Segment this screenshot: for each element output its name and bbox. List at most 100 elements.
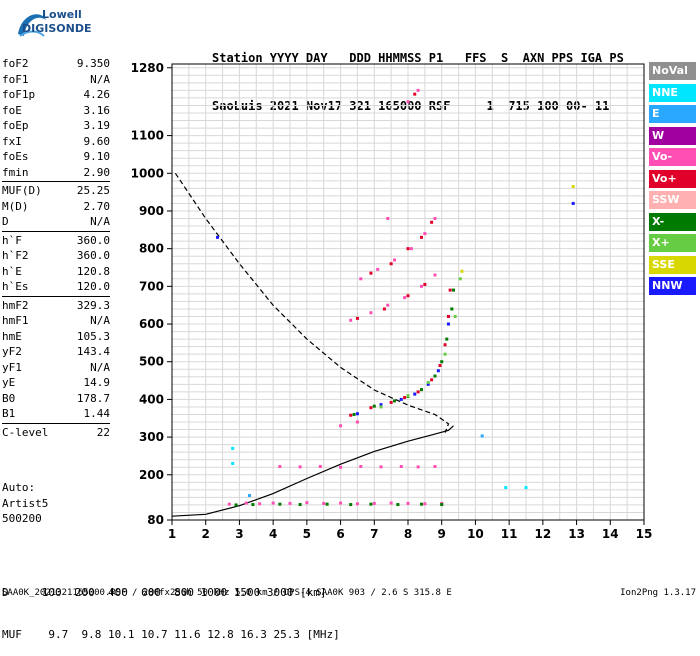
param-value: 3.19 (83, 119, 111, 132)
echo-point (379, 403, 383, 407)
param-label: D (2, 215, 9, 228)
echo-point (376, 267, 380, 271)
echo-point (416, 390, 420, 394)
param-label: foEs (2, 150, 29, 163)
echo-point (369, 271, 373, 275)
echo-point (305, 501, 309, 505)
echo-point (480, 434, 484, 438)
y-tick-label: 500 (139, 355, 164, 369)
muf-distance-row: D 100 200 400 600 800 1000 1500 3000 [km… (2, 586, 327, 599)
echo-point (231, 446, 235, 450)
param-label: h`E (2, 264, 22, 278)
autoscaling-info: Auto: Artist5 500200 (2, 480, 48, 527)
param-value: N/A (90, 72, 110, 86)
echo-point (372, 404, 376, 408)
param-row: hmF1 N/A (2, 313, 110, 329)
echo-point (244, 501, 248, 505)
echo-point (460, 269, 464, 273)
auto-line1: Auto: (2, 481, 36, 494)
param-value: 120.0 (76, 280, 110, 293)
echo-point (423, 232, 427, 236)
echo-point (399, 464, 403, 468)
echo-point (419, 284, 423, 288)
echo-point (359, 277, 363, 281)
param-row: B1 1.44 (2, 406, 110, 422)
logo-line2: DIGISONDE (22, 22, 92, 35)
legend-item: E (649, 105, 696, 123)
logo-swirl-icon (18, 14, 46, 37)
echo-point (359, 464, 363, 468)
x-tick-label: 3 (235, 527, 243, 541)
param-row: foE 3.16 (2, 103, 110, 119)
echo-point (325, 502, 329, 506)
param-label: hmF1 (2, 314, 29, 327)
param-label: B1 (2, 407, 16, 420)
solid-profile-curve (171, 425, 454, 517)
x-tick-label: 1 (168, 527, 176, 541)
legend-item: X+ (649, 234, 696, 252)
x-tick-label: 4 (269, 527, 277, 541)
param-value: 9.60 (83, 134, 111, 148)
param-value: 2.90 (83, 165, 111, 179)
station-header: Station YYYY DAY DDD HHMMSS P1 FFS S AXN… (212, 18, 624, 130)
echo-point (248, 494, 252, 498)
legend-item: SSW (649, 191, 696, 209)
echo-point (433, 217, 437, 221)
echo-point (352, 412, 356, 416)
echo-point (355, 502, 359, 506)
echo-point (389, 501, 393, 505)
param-row: foEp 3.19 (2, 118, 110, 134)
echo-point (386, 303, 390, 307)
echo-point (349, 318, 353, 322)
echo-point (419, 502, 423, 506)
param-label: fxI (2, 134, 22, 148)
x-tick-label: 8 (404, 527, 412, 541)
echo-point (571, 184, 575, 188)
echo-point (438, 363, 442, 367)
echo-point (440, 360, 444, 364)
legend-item: NNW (649, 277, 696, 295)
echo-point (278, 502, 282, 506)
echo-point (430, 378, 434, 382)
param-row: MUF(D) 25.25 (2, 183, 110, 199)
param-label: h`Es (2, 280, 29, 293)
legend-item: X- (649, 212, 696, 231)
param-label: C-level (2, 425, 49, 439)
y-tick-label: 1100 (131, 129, 164, 143)
version-label: Ion2Png 1.3.17 (620, 588, 696, 598)
echo-point (445, 337, 449, 341)
echo-point (426, 382, 430, 386)
param-value: 4.26 (83, 88, 111, 101)
echo-point (453, 314, 457, 318)
param-label: foF1 (2, 72, 29, 86)
param-row: foF1 N/A (2, 72, 110, 88)
echo-point (379, 405, 383, 409)
x-tick-label: 15 (636, 527, 653, 541)
echo-point (349, 503, 353, 507)
param-value: 9.350 (76, 57, 110, 70)
echo-point (446, 314, 450, 318)
param-row: foF1p 4.26 (2, 87, 110, 103)
param-value: 1.44 (83, 407, 111, 420)
echo-points (216, 88, 575, 507)
echo-point (234, 503, 238, 507)
echo-point (443, 352, 447, 356)
x-tick-label: 2 (202, 527, 210, 541)
auto-line3: 500200 (2, 512, 42, 525)
param-label: B0 (2, 391, 16, 405)
x-tick-label: 7 (370, 527, 378, 541)
param-label: MUF(D) (2, 184, 42, 197)
echo-point (372, 501, 376, 505)
y-tick-label: 600 (139, 317, 164, 331)
legend-item: NNE (649, 83, 696, 102)
legend-item: NoVal (649, 62, 696, 80)
logo-line1: Lowell (42, 8, 82, 21)
echo-point (430, 220, 434, 224)
x-tick-label: 9 (438, 527, 446, 541)
param-value: N/A (90, 314, 110, 327)
param-separator (2, 230, 110, 232)
x-tick-label: 10 (467, 527, 484, 541)
param-row: yF1 N/A (2, 360, 110, 376)
echo-point (440, 503, 444, 507)
echo-point (355, 316, 359, 320)
